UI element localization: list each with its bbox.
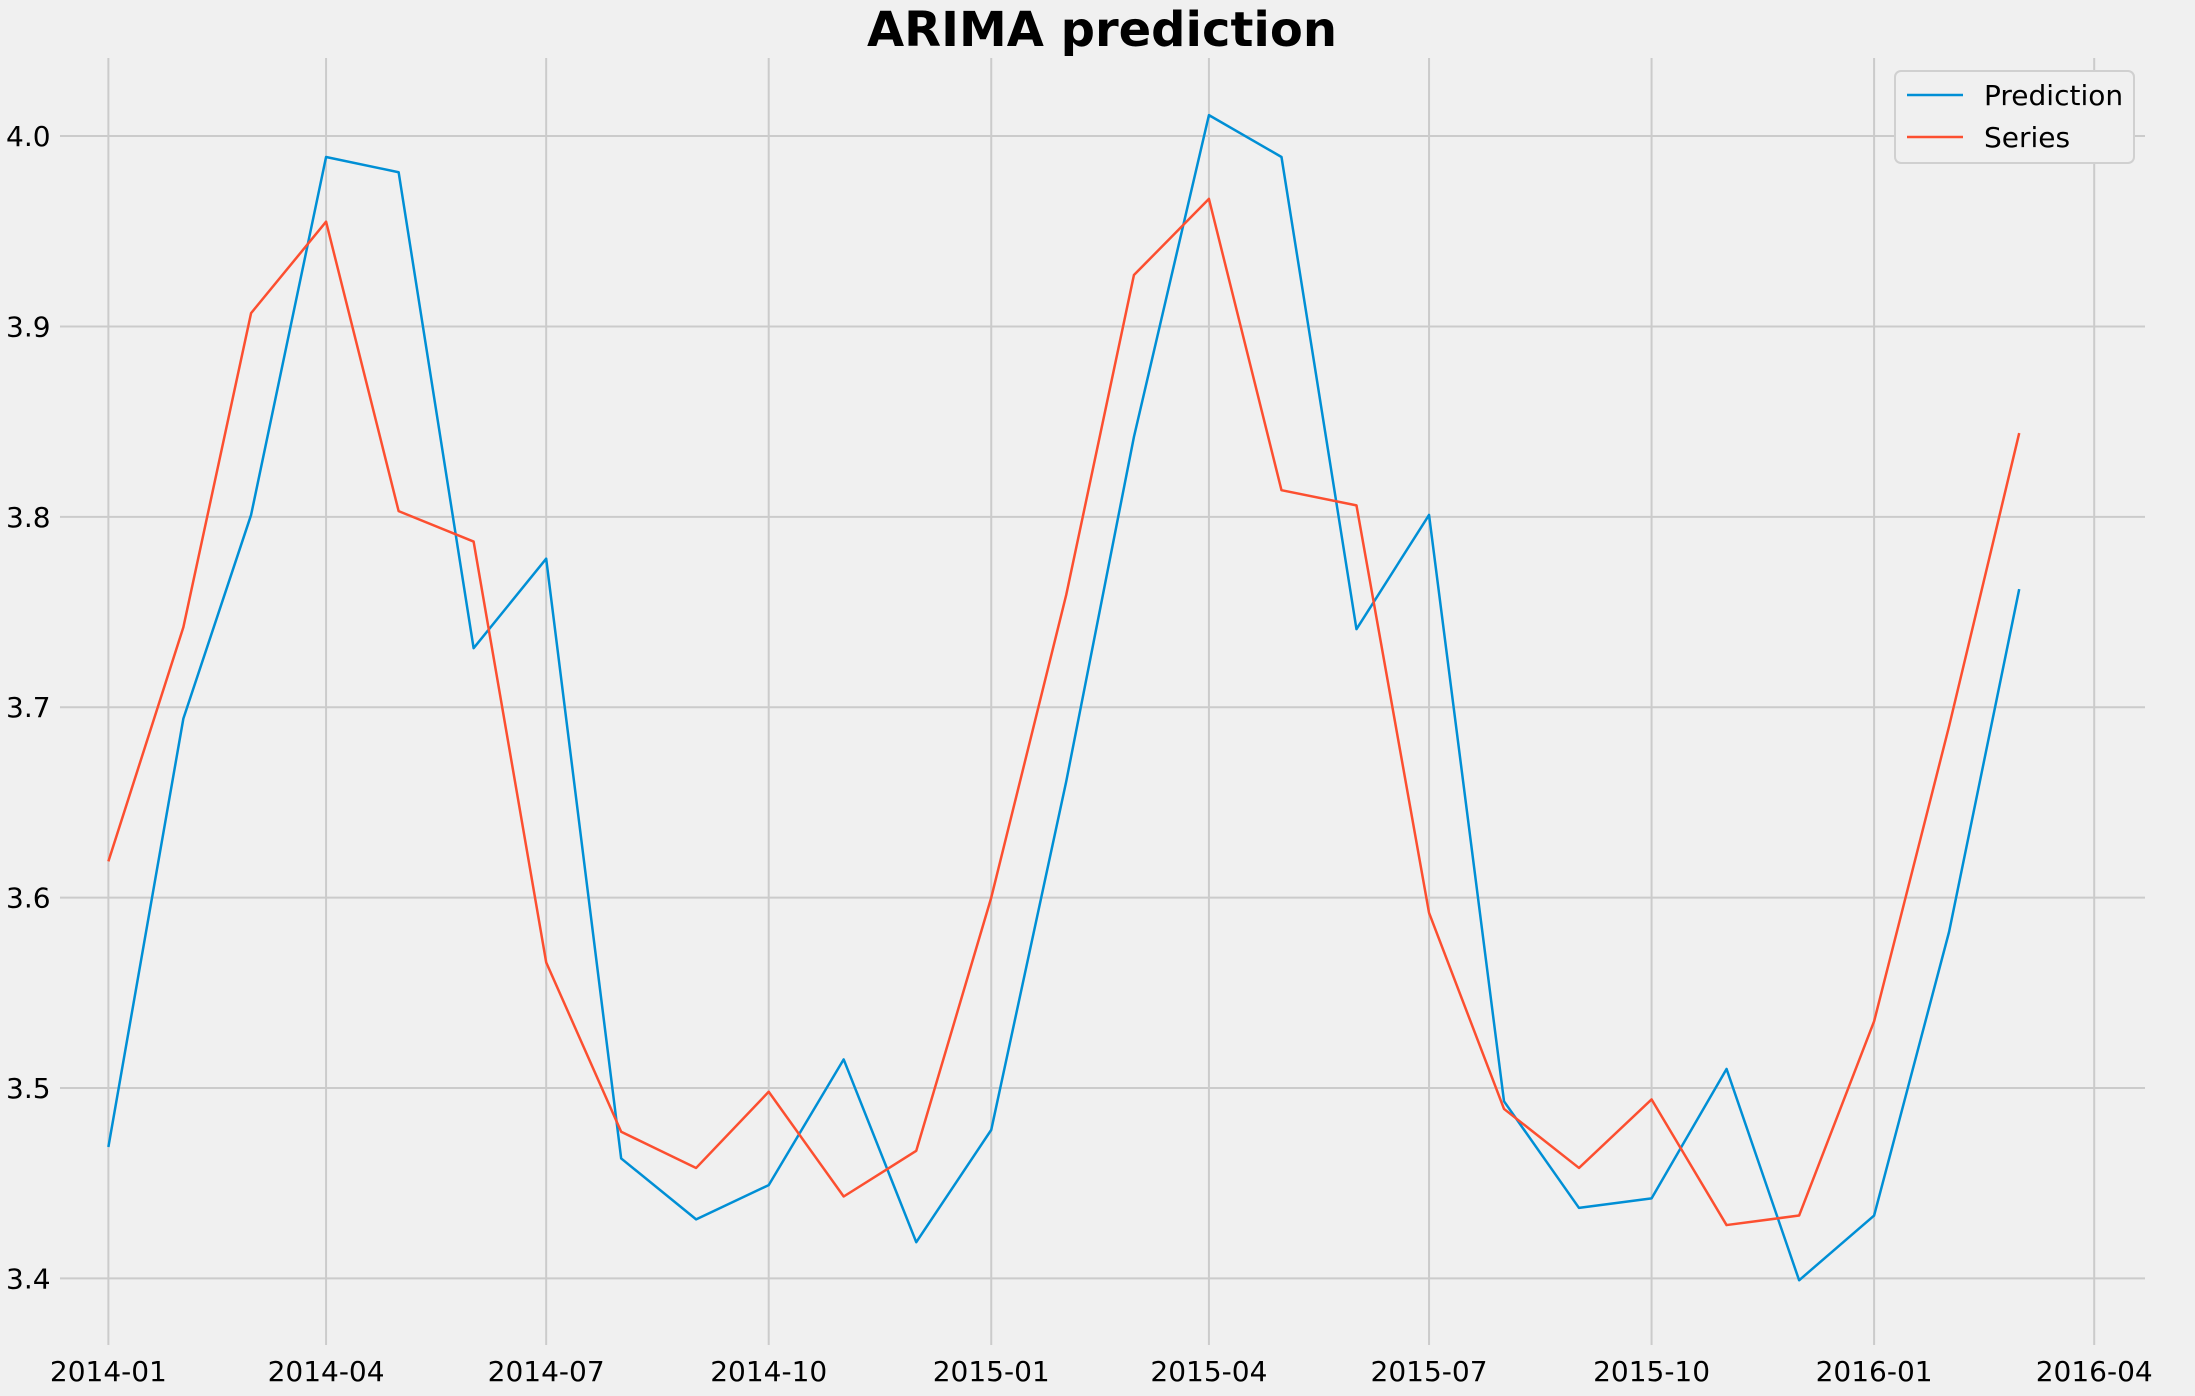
series-layer xyxy=(107,113,2021,1282)
y-tick-label: 3.5 xyxy=(6,1072,51,1105)
x-tick-labels: 2014-01 2014-04 2014-07 2014-10 2015-01 2015-… xyxy=(50,1355,2153,1388)
legend-prediction-label: Prediction xyxy=(1984,79,2123,112)
y-tick-labels: 3.4 3.5 3.6 3.7 3.8 3.9 4.0 xyxy=(6,120,51,1295)
x-tick-label: 2015-07 xyxy=(1371,1355,1488,1388)
x-tick-label: 2015-10 xyxy=(1593,1355,1710,1388)
x-tick-label: 2016-01 xyxy=(1816,1355,1933,1388)
x-tick-label: 2014-10 xyxy=(710,1355,827,1388)
x-tick-label: 2014-04 xyxy=(268,1355,385,1388)
y-grid xyxy=(60,135,2145,1280)
legend-series-label: Series xyxy=(1984,121,2070,154)
x-tick-label: 2016-04 xyxy=(2036,1355,2153,1388)
y-tick-label: 3.4 xyxy=(6,1262,51,1295)
y-tick-label: 4.0 xyxy=(6,120,51,153)
legend: Prediction Series xyxy=(1894,70,2135,164)
x-grid xyxy=(107,58,2096,1345)
x-tick-label: 2015-01 xyxy=(933,1355,1050,1388)
y-tick-label: 3.9 xyxy=(6,310,51,343)
x-tick-label: 2015-04 xyxy=(1150,1355,1267,1388)
x-tick-label: 2014-07 xyxy=(488,1355,605,1388)
chart-title: ARIMA prediction xyxy=(867,2,1337,58)
y-tick-label: 3.6 xyxy=(6,882,51,915)
y-tick-label: 3.7 xyxy=(6,691,51,724)
y-tick-label: 3.8 xyxy=(6,501,51,534)
x-tick-label: 2014-01 xyxy=(50,1355,167,1388)
